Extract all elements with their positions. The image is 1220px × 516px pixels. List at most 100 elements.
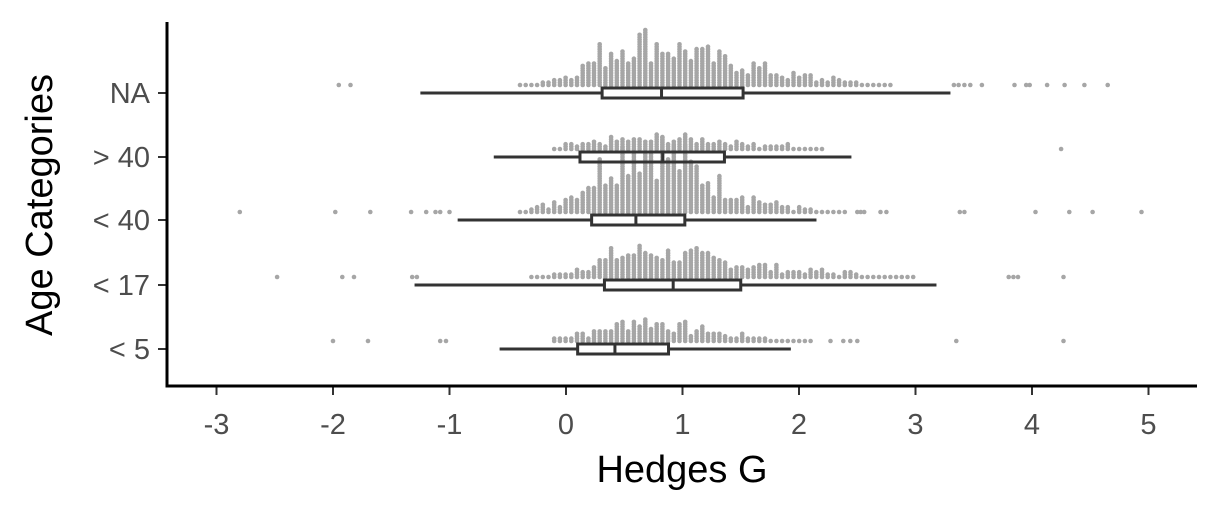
x-tick-label: 5 (1140, 409, 1156, 441)
data-point (637, 32, 642, 38)
data-point (665, 51, 671, 57)
data-point (722, 260, 728, 265)
outlier-point (365, 338, 371, 344)
data-point (700, 46, 705, 52)
data-point (551, 77, 557, 83)
data-point (728, 267, 734, 273)
data-point (614, 322, 620, 327)
data-point (648, 61, 654, 66)
data-point (779, 144, 785, 149)
data-point (762, 336, 768, 341)
data-point (682, 49, 688, 54)
data-point (791, 269, 796, 275)
data-point (825, 80, 830, 85)
outlier-point (1058, 146, 1064, 152)
data-point (529, 207, 534, 212)
data-point (637, 243, 642, 249)
data-point (586, 141, 591, 147)
data-point (608, 246, 614, 251)
data-point (569, 141, 574, 147)
data-point (825, 272, 830, 277)
data-point (603, 144, 608, 149)
data-point (597, 258, 602, 263)
data-point (802, 146, 808, 152)
outlier-point (414, 274, 420, 280)
data-point (791, 209, 796, 215)
data-point (762, 262, 768, 268)
box-iqr (578, 150, 726, 164)
data-point (757, 336, 762, 341)
data-point (682, 132, 688, 137)
data-point (751, 141, 756, 147)
data-point (751, 195, 756, 200)
data-point (597, 42, 602, 47)
data-point (734, 70, 739, 76)
ticks-layer: -3 -2 -1 0 1 2 3 4 5 < 5 < 17 < 40 > 40 NA (93, 78, 1157, 441)
data-point (711, 255, 716, 261)
data-point (540, 202, 546, 208)
outlier-point (408, 209, 414, 215)
data-point (700, 183, 705, 188)
outlier-point (351, 274, 357, 280)
data-point (910, 274, 916, 280)
data-point (768, 202, 773, 208)
data-point (591, 139, 597, 145)
outlier-point (828, 338, 833, 344)
data-point (757, 200, 762, 205)
data-point (905, 274, 910, 280)
data-point (700, 137, 705, 142)
data-point (551, 272, 557, 277)
data-point (728, 197, 734, 203)
x-tick-label: 3 (907, 409, 923, 441)
outlier-point (848, 338, 853, 344)
data-point (762, 202, 768, 208)
data-point (876, 274, 882, 280)
data-point (534, 204, 540, 210)
outlier-point (330, 338, 336, 344)
data-point (591, 265, 597, 270)
data-point (808, 146, 813, 152)
outlier-point (437, 209, 443, 215)
data-point (660, 134, 665, 140)
data-point (745, 73, 751, 78)
data-point (768, 269, 773, 275)
outlier-point (443, 338, 449, 344)
data-point (796, 146, 802, 152)
data-point (711, 61, 716, 66)
data-point (796, 269, 802, 275)
outlier-point (1033, 209, 1038, 215)
data-point (614, 139, 620, 145)
data-point (842, 209, 848, 215)
data-point (831, 75, 836, 81)
data-point (694, 329, 699, 334)
data-point (665, 141, 671, 147)
data-point (631, 56, 637, 61)
data-point (745, 267, 751, 273)
data-point (831, 209, 836, 215)
y-tick-label: > 40 (93, 142, 150, 174)
data-point (563, 336, 568, 341)
data-point (808, 73, 813, 78)
data-point (688, 333, 694, 339)
data-point (540, 80, 546, 85)
dots-layer (237, 27, 1144, 344)
data-point (876, 82, 882, 88)
data-point (637, 171, 642, 176)
data-point (682, 319, 688, 325)
data-point (791, 70, 796, 76)
data-point (722, 197, 728, 203)
data-point (546, 80, 551, 85)
data-point (569, 77, 574, 83)
outlier-point (423, 209, 429, 215)
data-point (819, 209, 825, 215)
data-point (831, 272, 836, 277)
data-point (745, 204, 751, 210)
data-point (757, 66, 762, 71)
data-point (774, 338, 779, 344)
data-point (802, 338, 808, 344)
data-point (694, 46, 699, 52)
data-point (779, 338, 785, 344)
data-point (796, 338, 802, 344)
x-tick-label: -3 (204, 409, 230, 441)
data-point (888, 274, 893, 280)
